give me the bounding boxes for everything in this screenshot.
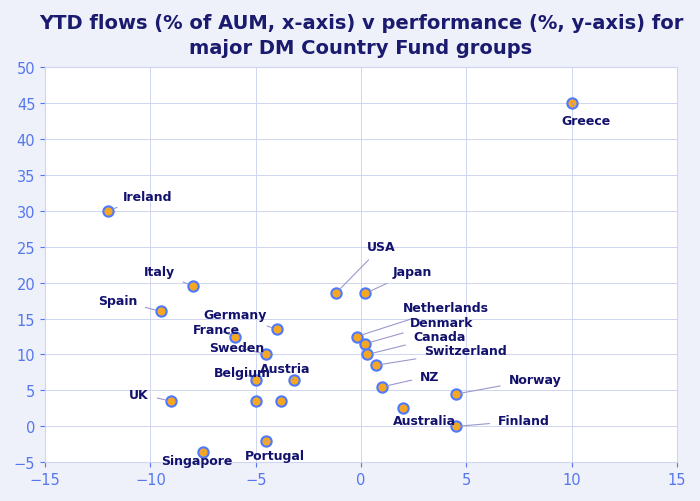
Point [377,383,388,391]
Text: Norway: Norway [461,373,561,393]
Text: France: France [193,323,239,336]
Text: Belgium: Belgium [214,366,271,379]
Point [362,351,373,359]
Point [197,448,209,456]
Text: Germany: Germany [203,309,272,328]
Point [398,405,409,413]
Point [229,333,240,341]
Point [566,100,578,108]
Text: Austria: Austria [260,363,310,380]
Point [351,333,363,341]
Point [271,326,282,334]
Text: UK: UK [130,388,166,401]
Text: Japan: Japan [370,266,432,292]
Point [360,340,371,348]
Text: Ireland: Ireland [113,190,172,209]
Text: Netherlands: Netherlands [362,302,489,335]
Text: NZ: NZ [388,370,440,386]
Text: Portugal: Portugal [245,441,305,462]
Point [330,290,342,298]
Point [103,207,114,215]
Text: Canada: Canada [372,330,466,353]
Text: Sweden: Sweden [209,341,265,354]
Text: USA: USA [340,240,396,290]
Point [450,422,461,430]
Point [275,397,286,405]
Point [288,376,299,384]
Text: Italy: Italy [144,266,188,285]
Point [370,362,382,370]
Title: YTD flows (% of AUM, x-axis) v performance (%, y-axis) for
major DM Country Fund: YTD flows (% of AUM, x-axis) v performan… [38,14,683,58]
Text: Australia: Australia [393,409,456,427]
Text: Denmark: Denmark [370,316,473,343]
Point [250,397,261,405]
Point [166,397,177,405]
Text: Greece: Greece [561,104,610,128]
Text: Spain: Spain [98,295,155,311]
Point [260,437,272,445]
Point [155,308,167,316]
Point [450,390,461,398]
Text: Switzerland: Switzerland [382,345,507,365]
Point [250,376,261,384]
Text: Singapore: Singapore [161,452,232,467]
Point [260,351,272,359]
Text: Finland: Finland [461,414,550,427]
Point [187,283,198,291]
Point [360,290,371,298]
